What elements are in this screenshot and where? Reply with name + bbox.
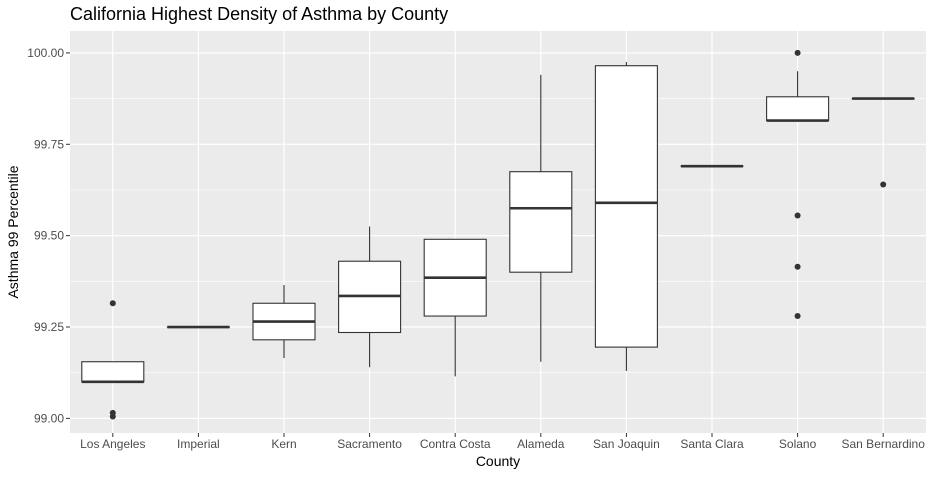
- outlier-point: [794, 212, 801, 219]
- outlier-point: [109, 413, 116, 420]
- x-tick-label: Kern: [271, 437, 296, 451]
- box-sacramento: [338, 226, 402, 368]
- outlier-point: [109, 300, 116, 307]
- outlier-point: [794, 263, 801, 270]
- box-contra-costa: [423, 238, 487, 377]
- x-tick-label: Sacramento: [337, 437, 402, 451]
- box-body: [594, 65, 658, 348]
- x-tick-label: Imperial: [177, 437, 220, 451]
- box-body: [81, 361, 145, 383]
- boxes-layer: [81, 49, 915, 420]
- x-tick-label: Solano: [779, 437, 817, 451]
- x-axis-title: County: [476, 453, 520, 469]
- y-tick-label: 99.25: [34, 320, 64, 334]
- x-tick-label: San Joaquin: [593, 437, 660, 451]
- y-tick-label: 99.50: [34, 229, 64, 243]
- outlier-point: [794, 313, 801, 320]
- x-tick-label: Alameda: [517, 437, 565, 451]
- box-body: [766, 96, 830, 122]
- box-los-angeles: [81, 300, 145, 420]
- y-axis-title: Asthma 99 Percentile: [5, 165, 21, 298]
- box-san-joaquin: [594, 62, 658, 371]
- box-solano: [766, 49, 830, 320]
- x-tick-label: Contra Costa: [420, 437, 491, 451]
- box-san-bernardino: [851, 97, 915, 188]
- x-tick-label: San Bernardino: [842, 437, 926, 451]
- x-tick-label: Los Angeles: [80, 437, 145, 451]
- x-tick-label: Santa Clara: [680, 437, 744, 451]
- box-alameda: [509, 74, 573, 362]
- outlier-point: [880, 181, 887, 188]
- chart-title: California Highest Density of Asthma by …: [70, 4, 448, 24]
- outlier-point: [794, 49, 801, 56]
- y-tick-label: 99.75: [34, 137, 64, 151]
- y-tick-label: 100.00: [27, 46, 64, 60]
- axes-layer: 99.00 99.25 99.50 99.75 100.00 Los Angeles Imp…: [27, 46, 925, 451]
- y-tick-label: 99.00: [34, 411, 64, 425]
- box-kern: [252, 284, 316, 359]
- box-body: [509, 171, 573, 273]
